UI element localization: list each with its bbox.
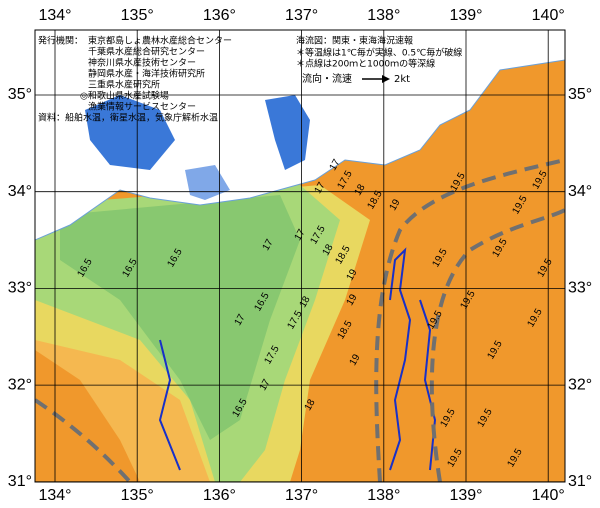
isotherm-label: 18 (353, 182, 368, 198)
lat-label-left: 32° (8, 376, 32, 393)
agency: 東京都島しょ農林水産総合センター (88, 35, 232, 47)
lon-label-top: 138° (367, 7, 400, 24)
lon-label-top: 134° (38, 7, 71, 24)
note: ＊等温線は1℃毎が実線、0.5℃毎が破線 (296, 47, 462, 59)
lon-label-top: 139° (449, 7, 482, 24)
ise-bay (265, 95, 310, 170)
agency: 漁業情報サービスセンター (88, 101, 196, 113)
isotherm-label: 19 (345, 267, 360, 283)
lon-label-bottom: 137° (285, 487, 318, 504)
lat-label-left: 34° (8, 183, 32, 200)
isotherm-label: 17 (261, 237, 276, 253)
lon-label-bottom: 138° (367, 487, 400, 504)
isotherm-label: 17 (313, 180, 328, 196)
current-axis (35, 158, 565, 482)
publisher-label: 発行機関： (38, 35, 83, 47)
agency: ◎和歌山県水産試験場 (80, 90, 169, 102)
lon-label-bottom: 135° (121, 487, 154, 504)
agency: 千葉県水産総合研究センター (88, 46, 205, 58)
isotherm-label: 17 (293, 227, 308, 243)
isotherm-label: 17 (328, 157, 343, 173)
lon-label-bottom: 134° (38, 487, 71, 504)
lon-label-top: 140° (532, 7, 565, 24)
lat-label-right: 35° (568, 86, 592, 103)
cool-sea (60, 195, 300, 440)
lon-label-bottom: 139° (449, 487, 482, 504)
isotherm-label: 17 (233, 312, 248, 328)
lat-label-left: 33° (8, 280, 32, 297)
agency: 神奈川県水産技術センター (88, 57, 196, 69)
sources: 資料：船舶水温，衛星水温，気象庁解析水温 (38, 112, 218, 124)
osaka-bay (85, 95, 175, 170)
isotherm-label: 17 (258, 377, 273, 393)
agency: 静岡県水産・海洋技術研究所 (88, 68, 205, 80)
agency: 三重県水産研究所 (88, 79, 160, 91)
labels: 134° 134° 135° 135° 136° 136° 137° 137° 138° 138°… (8, 7, 592, 504)
graticule (35, 30, 565, 483)
isotherm-label: 18 (321, 242, 336, 258)
info-left: 発行機関： 東京都島しょ農林水産総合センター 千葉県水産総合研究センター 神奈川… (38, 35, 232, 124)
isotherm-label: 19 (388, 197, 403, 213)
lat-label-right: 32° (568, 376, 592, 393)
lat-label-left: 35° (8, 86, 32, 103)
flow-legend-label: 流向・流速 (302, 72, 352, 85)
lon-label-bottom: 140° (532, 487, 565, 504)
flow-arrow-head (382, 75, 390, 83)
kii-coast (185, 165, 230, 200)
isotherm-label: 19 (348, 352, 363, 368)
lat-label-left: 31° (8, 473, 32, 490)
isotherm-label: 19 (345, 292, 360, 308)
warm-sw (35, 350, 140, 482)
info-right: 海流図：関東・東海海況速報 ＊等温線は1℃毎が実線、0.5℃毎が破線 ＊点線は2… (296, 35, 462, 86)
lat-label-right: 34° (568, 183, 592, 200)
isotherm-label: 18 (298, 294, 313, 310)
lon-label-top: 135° (121, 7, 154, 24)
lon-label-bottom: 136° (203, 487, 236, 504)
isotherm-label: 18 (303, 397, 318, 413)
lat-label-right: 33° (568, 280, 592, 297)
lon-label-top: 136° (203, 7, 236, 24)
flow-legend-unit: 2kt (394, 74, 410, 85)
bulletin-title: 海流図：関東・東海海況速報 (296, 35, 413, 47)
sea-temperature-field (35, 30, 565, 482)
note: ＊点線は200ｍと1000ｍの等深線 (296, 58, 435, 70)
lat-label-right: 31° (568, 473, 592, 490)
lon-label-top: 137° (285, 7, 318, 24)
